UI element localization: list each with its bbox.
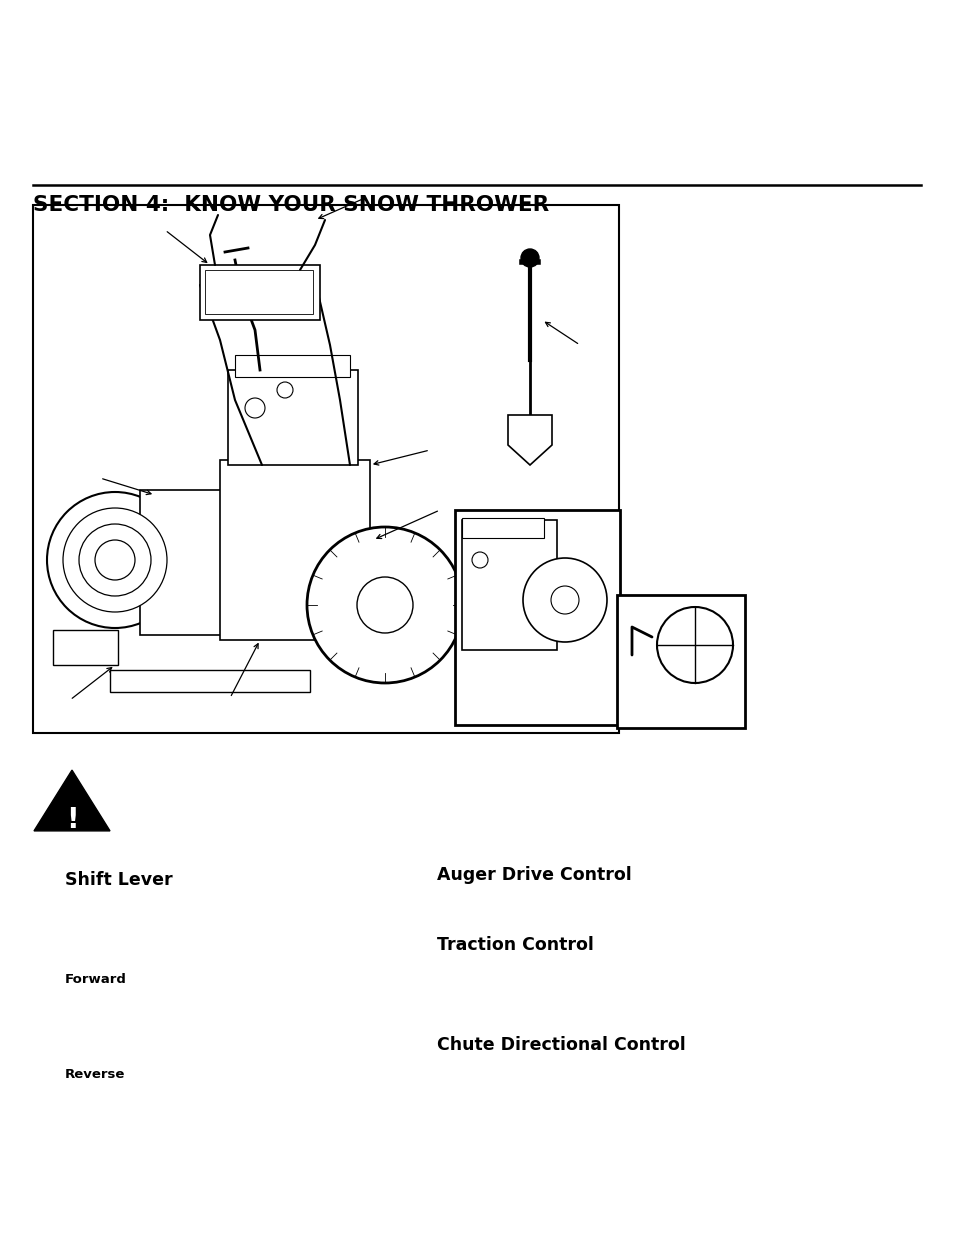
Text: Forward: Forward <box>65 973 127 987</box>
Circle shape <box>657 606 732 683</box>
FancyBboxPatch shape <box>461 517 543 538</box>
Circle shape <box>95 540 135 580</box>
Text: !: ! <box>66 806 78 834</box>
Text: Traction Control: Traction Control <box>436 936 594 953</box>
Polygon shape <box>34 771 110 831</box>
FancyBboxPatch shape <box>617 595 744 727</box>
Text: Shift Lever: Shift Lever <box>65 871 172 889</box>
Text: Chute Directional Control: Chute Directional Control <box>436 1036 685 1053</box>
Text: Reverse: Reverse <box>65 1068 125 1082</box>
Circle shape <box>79 524 151 597</box>
Text: SECTION 4:  KNOW YOUR SNOW THROWER: SECTION 4: KNOW YOUR SNOW THROWER <box>33 195 549 215</box>
FancyBboxPatch shape <box>33 205 618 734</box>
Circle shape <box>307 527 462 683</box>
FancyBboxPatch shape <box>228 370 357 466</box>
Text: Auger Drive Control: Auger Drive Control <box>436 866 631 884</box>
Circle shape <box>551 585 578 614</box>
Circle shape <box>520 249 538 267</box>
FancyBboxPatch shape <box>205 270 313 314</box>
Polygon shape <box>507 415 552 466</box>
FancyBboxPatch shape <box>200 266 319 320</box>
FancyBboxPatch shape <box>234 354 350 377</box>
FancyBboxPatch shape <box>461 520 557 650</box>
Circle shape <box>472 552 488 568</box>
FancyBboxPatch shape <box>455 510 619 725</box>
Circle shape <box>356 577 413 634</box>
Circle shape <box>522 558 606 642</box>
Circle shape <box>63 508 167 613</box>
FancyBboxPatch shape <box>220 459 370 640</box>
FancyBboxPatch shape <box>53 630 118 664</box>
FancyBboxPatch shape <box>110 671 310 692</box>
FancyBboxPatch shape <box>140 490 230 635</box>
Circle shape <box>47 492 183 629</box>
Circle shape <box>245 398 265 417</box>
Circle shape <box>276 382 293 398</box>
